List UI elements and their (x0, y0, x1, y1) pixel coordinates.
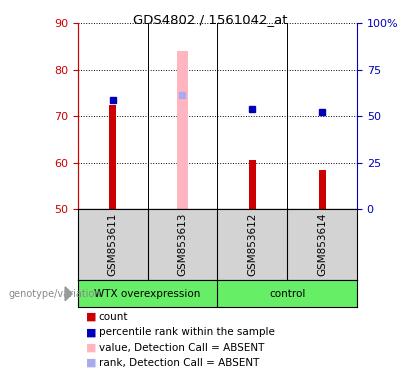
Text: count: count (99, 312, 128, 322)
Text: WTX overexpression: WTX overexpression (94, 289, 201, 299)
Text: percentile rank within the sample: percentile rank within the sample (99, 327, 275, 337)
Text: genotype/variation: genotype/variation (8, 289, 101, 299)
Text: ■: ■ (86, 358, 97, 368)
Text: ■: ■ (86, 312, 97, 322)
Text: ■: ■ (86, 327, 97, 337)
Text: GSM853611: GSM853611 (108, 213, 118, 276)
Bar (249, 161, 256, 209)
Text: control: control (269, 289, 305, 299)
Text: GDS4802 / 1561042_at: GDS4802 / 1561042_at (133, 13, 287, 26)
Bar (177, 51, 188, 209)
Text: ■: ■ (86, 343, 97, 353)
Text: rank, Detection Call = ABSENT: rank, Detection Call = ABSENT (99, 358, 259, 368)
Bar (319, 170, 326, 209)
Text: GSM853612: GSM853612 (247, 213, 257, 276)
Bar (109, 104, 116, 209)
Text: value, Detection Call = ABSENT: value, Detection Call = ABSENT (99, 343, 264, 353)
Text: GSM853614: GSM853614 (317, 213, 327, 276)
Text: GSM853613: GSM853613 (177, 213, 187, 276)
